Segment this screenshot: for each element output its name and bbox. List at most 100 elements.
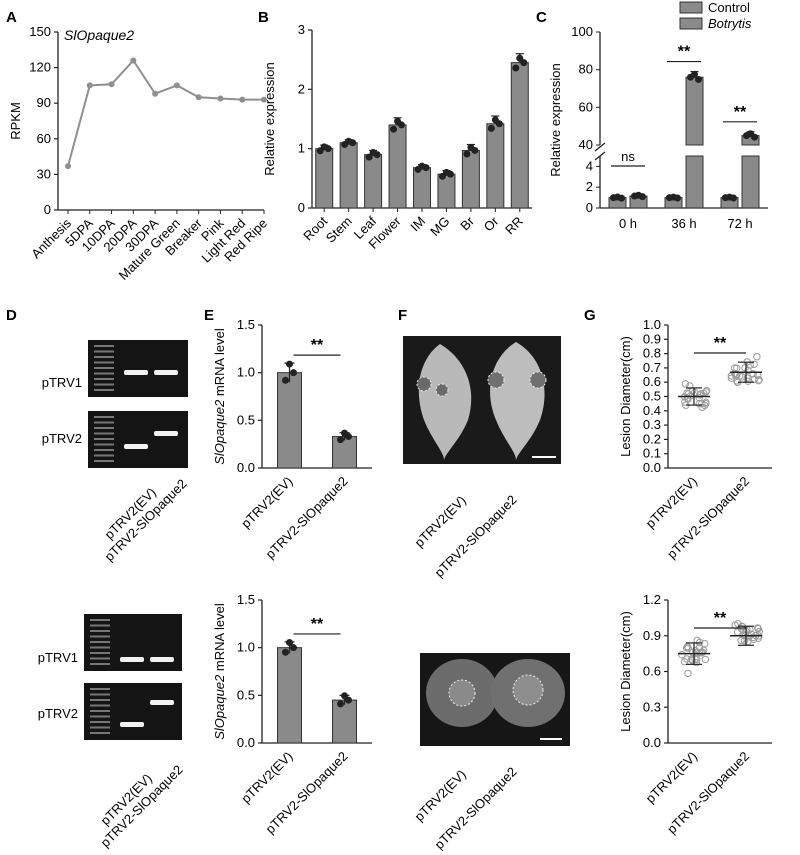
g2-ytick-label-2: 0.6 (643, 664, 661, 679)
c-sig-0-label: ns (621, 149, 635, 164)
gel-b-ptrv1-ladder-4 (90, 641, 110, 643)
b-bar-6 (461, 149, 480, 209)
gel-b-ptrv1-ladder-8 (90, 663, 110, 665)
b-dot-0-2 (324, 145, 332, 153)
a-point-8 (239, 96, 246, 103)
gel-row-label-ptrv2: pTRV2 (42, 431, 82, 446)
chart-e-leaf-mrna-bar: 0.0 0.5 1.0 1.5 SlOpaque2 mRNA level ** pTRV2(… (212, 317, 372, 562)
b-xtick-label-1: Stem (323, 214, 355, 246)
b-ytick-label-0: 0 (298, 200, 305, 215)
e2-ytick-label-0: 0.0 (237, 735, 255, 750)
b-dot-8-0 (512, 64, 520, 72)
b-dot-7-0 (487, 124, 495, 132)
c-dot-1-1-1 (691, 70, 698, 78)
b-ylabel: Relative expression (262, 62, 277, 175)
g1-ytick-label-4: 0.4 (643, 403, 661, 418)
b-ytick-label-1: 1 (298, 141, 305, 156)
gel-row-label-ptrv1-b: pTRV1 (38, 650, 78, 665)
e2-xtick-label-0: pTRV2(EV) (238, 749, 295, 806)
a-ytick-label-5: 150 (29, 24, 51, 39)
b-xtick-label-4: IM (407, 214, 428, 235)
g1-point-1-5 (754, 376, 763, 385)
b-dot-8-1 (516, 54, 524, 62)
g1-ytick-label-3: 0.3 (643, 417, 661, 432)
g1-ytick-label-9: 0.9 (643, 331, 661, 346)
leaf-right (490, 342, 545, 460)
gel-top-ptrv1-ladder-5 (94, 372, 114, 375)
gel-top-ptrv2-band-0 (124, 444, 148, 449)
c-ylabel: Relative expression (548, 63, 563, 176)
c-xtick-label-0: 0 h (619, 216, 637, 231)
g1-point-1-6 (743, 374, 751, 382)
c-bar-1-1-high (685, 76, 704, 146)
panel-letter-c: C (536, 9, 547, 26)
g2-point-0-23 (682, 644, 691, 652)
g2-point-1-5 (753, 624, 762, 632)
gel-row-label-ptrv1: pTRV1 (42, 375, 82, 390)
c-dot-0-0-2 (618, 194, 625, 202)
g1-ytick-label-1: 0.1 (643, 446, 661, 461)
gel-top-ptrv2-ladder-5 (94, 443, 114, 446)
g2-point-0-12 (693, 636, 701, 645)
gel-top-ptrv2-ladder-7 (94, 454, 114, 457)
g2-point-0-13 (688, 656, 696, 664)
g1-point-1-16 (730, 364, 739, 372)
gel-b-ptrv1-band-1 (150, 657, 174, 662)
gel-b-ptrv2-ladder-4 (90, 710, 110, 712)
e2-bar-0 (277, 647, 302, 744)
gel-panel-fruit: pTRV1 pTRV2 (38, 614, 182, 740)
gel-b-ptrv1-ladder-5 (90, 646, 110, 649)
g1-ytick-label-8: 0.8 (643, 346, 661, 361)
leaf-left (418, 344, 472, 460)
b-bar-1 (339, 142, 358, 209)
a-ytick-label-0: 0 (44, 202, 51, 217)
g1-point-0-11 (681, 380, 690, 388)
gel-top-ptrv2-band-1 (154, 431, 178, 436)
chart-a-expression-line: 0306090120150RPKMSlOpaque2Anthesis5DPA10… (8, 24, 270, 283)
e1-dot-0-0 (282, 376, 289, 384)
c-sig-2-label: ** (734, 104, 747, 121)
e1-dot-0-2 (290, 369, 297, 377)
c-xtick-label-2: 72 h (727, 216, 752, 231)
c-bar-2-1-low (741, 155, 760, 209)
c-ytick-label-upper-0: 40 (579, 137, 593, 152)
g1-point-1-13 (753, 353, 761, 361)
g1-point-1-7 (744, 377, 752, 385)
b-ytick-label-2: 2 (298, 81, 305, 96)
b-bar-2 (364, 154, 383, 209)
e1-bar-1 (332, 436, 357, 469)
c-ytick-label-lower-0: 0 (586, 200, 593, 215)
panel-letter-f: F (398, 307, 407, 324)
gel-top-ptrv1-band-0 (124, 370, 148, 375)
b-dot-1-2 (349, 139, 357, 147)
e2-dot-1-2 (345, 696, 352, 704)
a-point-0 (65, 163, 71, 170)
e2-ytick-label-2: 1.0 (237, 640, 255, 655)
a-point-1 (86, 82, 93, 89)
gel-top-ptrv2-ladder-2 (94, 427, 114, 429)
c-dot-1-0-2 (674, 194, 681, 202)
gel-b-ptrv1-ladder-6 (90, 652, 110, 654)
g2-point-1-23 (754, 624, 762, 633)
e1-ylabel: SlOpaque2 mRNA level (212, 328, 227, 465)
e2-ylabel: SlOpaque2 mRNA level (212, 603, 227, 740)
c-sig-1-label: ** (678, 44, 691, 61)
e1-bar-0 (277, 372, 302, 469)
lesion-fruit-right (512, 674, 544, 706)
a-point-3 (130, 57, 137, 64)
gel-b-ptrv2-ladder-6 (90, 721, 110, 723)
photo-label-slopaque2-b: pTRV2-SlOpaque2 (432, 764, 520, 852)
gel-b-ptrv2-ladder-5 (90, 715, 110, 718)
lesion-leaf-left-2 (435, 383, 449, 397)
c-dot-2-1-2 (751, 133, 758, 141)
gel-top-ptrv2-ladder-8 (94, 460, 114, 462)
gel-b-ptrv2-ladder-2 (90, 699, 110, 701)
g1-ytick-label-0: 0.0 (643, 460, 661, 475)
a-series-line (67, 58, 264, 167)
e1-xtick-label-0: pTRV2(EV) (238, 474, 295, 531)
g1-point-0-19 (681, 398, 689, 406)
b-bar-3 (388, 124, 407, 209)
chart-c-botrytis-bar: 40 60 80 100 0 2 4 Relative expression 0 h ns 36 h… (548, 0, 768, 231)
gel-top-ptrv1-band-1 (154, 370, 178, 375)
